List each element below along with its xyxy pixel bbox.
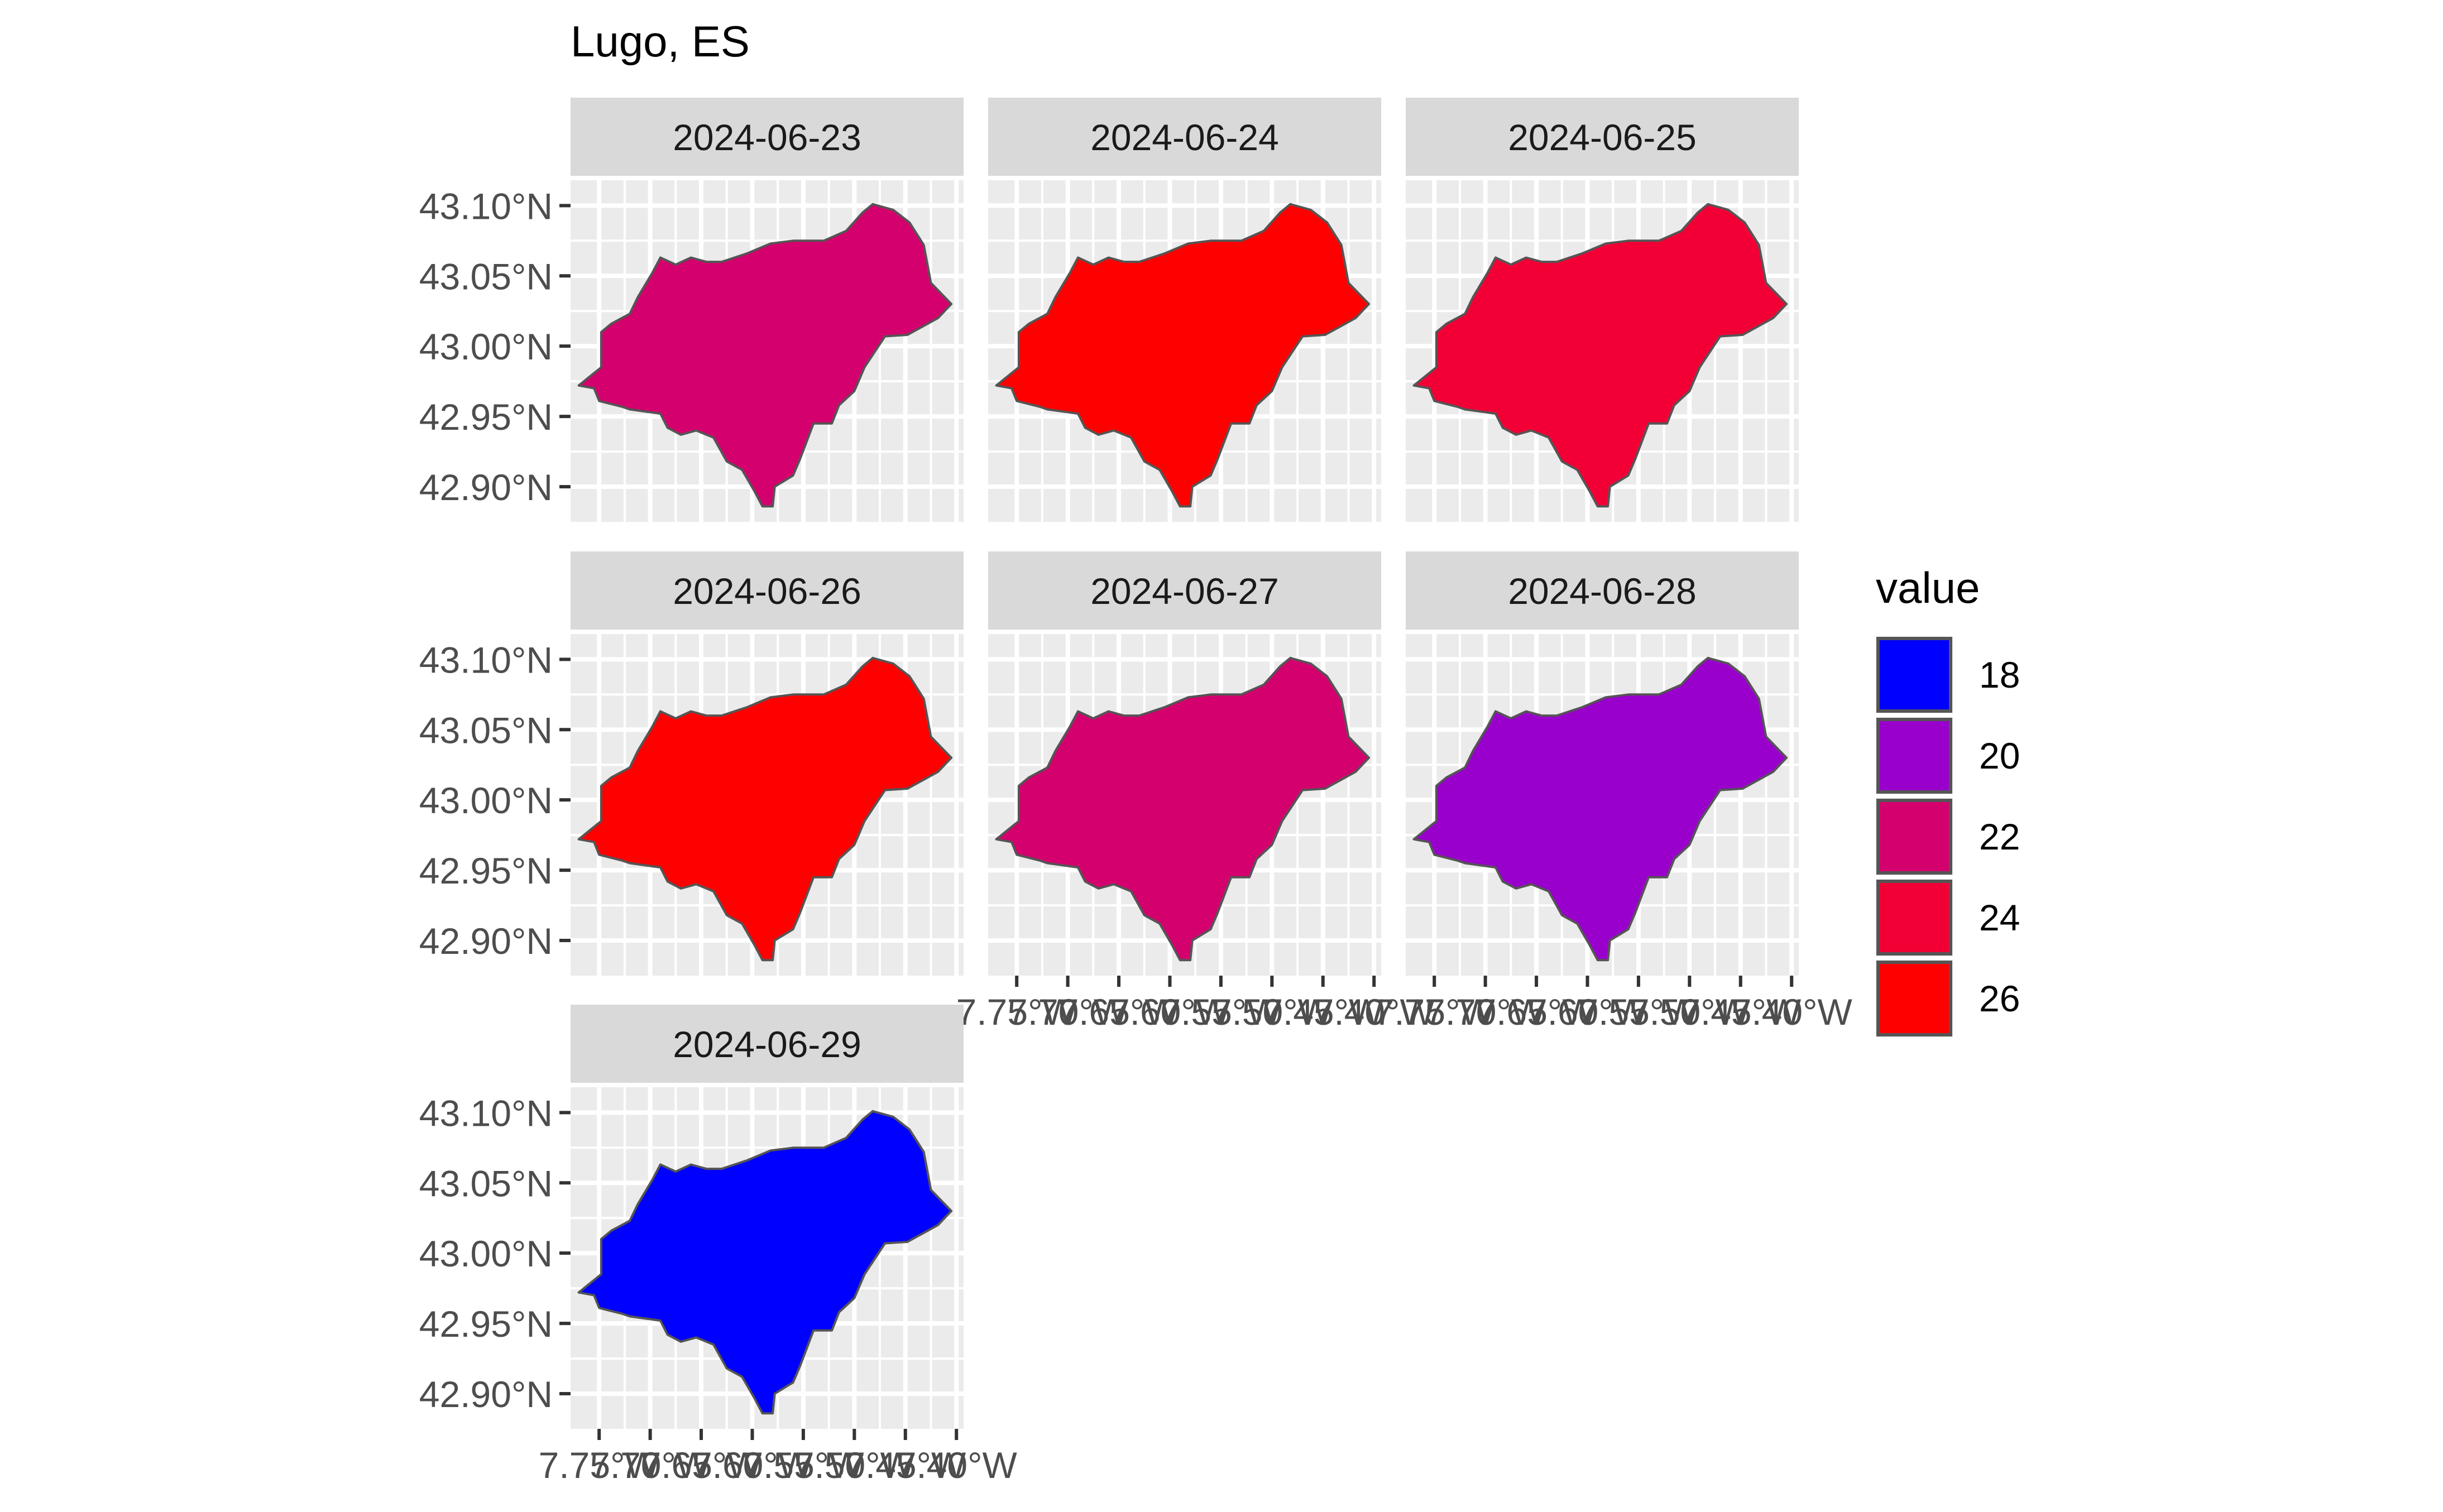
- x-tick-label: 7.65°W: [640, 1444, 762, 1486]
- plot-title: Lugo, ES: [571, 17, 750, 66]
- y-tick-label: 42.90°N: [419, 920, 553, 962]
- map-panel: 2024-06-28 7.75°W7.70°W7.65°W7.60°W7.55°W…: [1374, 551, 1853, 1033]
- map-panel: 2024-06-26 43.10°N 43.05°N 43.00°N 42.95°N 42…: [419, 551, 964, 976]
- y-tick-label: 43.00°N: [419, 326, 553, 367]
- legend-label: 24: [1979, 897, 2020, 938]
- y-tick-label: 42.95°N: [419, 850, 553, 891]
- region-polygon: [577, 203, 953, 508]
- y-tick-label: 43.10°N: [419, 1092, 553, 1134]
- map-panel: 2024-06-27 7.75°W7.70°W7.65°W7.60°W7.55°W…: [956, 551, 1435, 1033]
- facet-strip: [1406, 551, 1799, 630]
- facet-strip-label: 2024-06-29: [673, 1024, 861, 1065]
- x-tick-label: 7.75°W: [539, 1444, 660, 1486]
- facet-strip: [571, 98, 964, 176]
- x-tick-label: 7.50°W: [1211, 991, 1333, 1033]
- map-panel: 2024-06-25: [1406, 98, 1799, 522]
- map-panel: 2024-06-29 43.10°N 43.05°N 43.00°N 42.95°N 42…: [419, 1005, 1018, 1486]
- x-tick-label: 7.55°W: [743, 1444, 864, 1486]
- y-tick-label: 43.00°N: [419, 1233, 553, 1274]
- facet-strip: [571, 1005, 964, 1083]
- x-tick-label: 7.65°W: [1476, 991, 1597, 1033]
- x-tick-label: 7.65°W: [1058, 991, 1180, 1033]
- legend-label: 22: [1979, 816, 2020, 857]
- x-tick-label: 7.45°W: [845, 1444, 966, 1486]
- y-tick-label: 43.10°N: [419, 639, 553, 680]
- legend-swatch: [1876, 799, 1952, 875]
- legend-swatch: [1876, 880, 1952, 956]
- region-polygon: [995, 203, 1371, 508]
- legend-swatch: [1876, 961, 1952, 1036]
- x-tick-label: 7.75°W: [956, 991, 1078, 1033]
- x-tick-label: 7.70°W: [1007, 991, 1129, 1033]
- y-tick-label: 42.95°N: [419, 1303, 553, 1345]
- x-tick-label: 7.40°W: [896, 1444, 1018, 1486]
- facet-strip-label: 2024-06-25: [1508, 117, 1697, 158]
- facet-strip-label: 2024-06-27: [1090, 570, 1279, 612]
- y-tick-label: 43.05°N: [419, 709, 553, 751]
- x-tick-label: 7.75°W: [1374, 991, 1496, 1033]
- x-tick-label: 7.70°W: [1425, 991, 1546, 1033]
- facet-strip-label: 2024-06-28: [1508, 570, 1697, 612]
- region-polygon: [577, 656, 953, 962]
- facet-strip-label: 2024-06-24: [1090, 117, 1279, 158]
- x-tick-label: 7.60°W: [1527, 991, 1649, 1033]
- y-tick-label: 43.05°N: [419, 256, 553, 297]
- legend-title: value: [1876, 563, 1980, 612]
- legend-swatch: [1876, 718, 1952, 794]
- facet-strip-label: 2024-06-26: [673, 570, 861, 612]
- x-tick-label: 7.45°W: [1262, 991, 1384, 1033]
- x-tick-label: 7.60°W: [692, 1444, 813, 1486]
- y-tick-label: 43.00°N: [419, 780, 553, 821]
- region-polygon: [995, 656, 1371, 962]
- facet-strip: [571, 551, 964, 630]
- y-tick-label: 43.10°N: [419, 185, 553, 227]
- y-tick-label: 42.90°N: [419, 467, 553, 508]
- facet-strip: [988, 551, 1381, 630]
- y-tick-label: 43.05°N: [419, 1163, 553, 1204]
- region-polygon: [1412, 656, 1788, 962]
- x-tick-label: 7.40°W: [1731, 991, 1853, 1033]
- x-tick-label: 7.55°W: [1578, 991, 1699, 1033]
- y-tick-label: 42.90°N: [419, 1374, 553, 1415]
- legend: value 18 20 22 24 26: [1876, 563, 2020, 1037]
- y-tick-label: 42.95°N: [419, 396, 553, 438]
- x-tick-label: 7.40°W: [1314, 991, 1435, 1033]
- region-polygon: [577, 1110, 953, 1415]
- legend-label: 26: [1979, 978, 2020, 1019]
- legend-swatch: [1876, 637, 1952, 713]
- x-tick-label: 7.60°W: [1109, 991, 1231, 1033]
- facet-strip: [988, 98, 1381, 176]
- facet-strip: [1406, 98, 1799, 176]
- x-tick-label: 7.70°W: [590, 1444, 711, 1486]
- map-panel: 2024-06-24: [988, 98, 1381, 522]
- facet-strip-label: 2024-06-23: [673, 117, 861, 158]
- map-panel: 2024-06-23 43.10°N 43.05°N 43.00°N 42.95°N 42…: [419, 98, 964, 522]
- legend-label: 20: [1979, 735, 2020, 776]
- x-tick-label: 7.55°W: [1160, 991, 1282, 1033]
- x-tick-label: 7.50°W: [1629, 991, 1751, 1033]
- x-tick-label: 7.50°W: [794, 1444, 916, 1486]
- legend-label: 18: [1979, 654, 2020, 695]
- x-tick-label: 7.45°W: [1680, 991, 1802, 1033]
- region-polygon: [1412, 203, 1788, 508]
